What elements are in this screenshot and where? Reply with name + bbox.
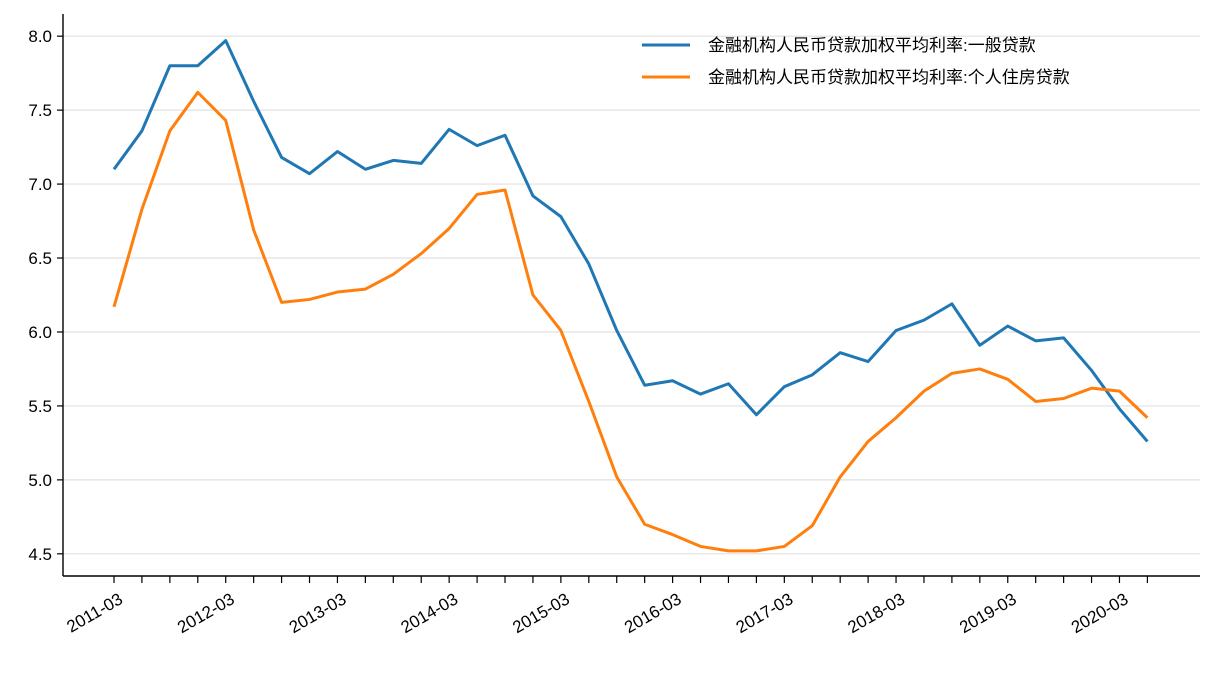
y-tick-label: 5.5 <box>28 397 52 416</box>
series-line-2 <box>112 90 1149 553</box>
series-lines <box>112 39 1149 553</box>
y-tick-label: 5.0 <box>28 471 52 490</box>
x-tick-label: 2012-03 <box>174 589 238 637</box>
y-tick-label: 6.0 <box>28 323 52 342</box>
y-tick-label: 7.5 <box>28 101 52 120</box>
y-tick-label: 6.5 <box>28 249 52 268</box>
x-tick-label: 2014-03 <box>398 589 462 637</box>
legend: 金融机构人民币贷款加权平均利率:一般贷款金融机构人民币贷款加权平均利率:个人住房… <box>642 36 1070 87</box>
x-tick-label: 2013-03 <box>286 589 350 637</box>
x-tick-label: 2018-03 <box>845 589 909 637</box>
x-tick-label: 2017-03 <box>733 589 797 637</box>
y-tick-label: 7.0 <box>28 175 52 194</box>
series-line-1 <box>112 39 1149 443</box>
legend-label-1: 金融机构人民币贷款加权平均利率:一般贷款 <box>708 36 1036 55</box>
x-tick-label: 2015-03 <box>509 589 573 637</box>
legend-label-2: 金融机构人民币贷款加权平均利率:个人住房贷款 <box>708 68 1070 87</box>
y-tick-label: 8.0 <box>28 27 52 46</box>
x-tick-label: 2016-03 <box>621 589 685 637</box>
x-tick-label: 2011-03 <box>64 589 126 636</box>
x-tick-label: 2020-03 <box>1068 589 1132 637</box>
gridlines <box>63 35 1200 555</box>
x-tick-label: 2019-03 <box>956 589 1020 637</box>
y-tick-label: 4.5 <box>28 545 52 564</box>
